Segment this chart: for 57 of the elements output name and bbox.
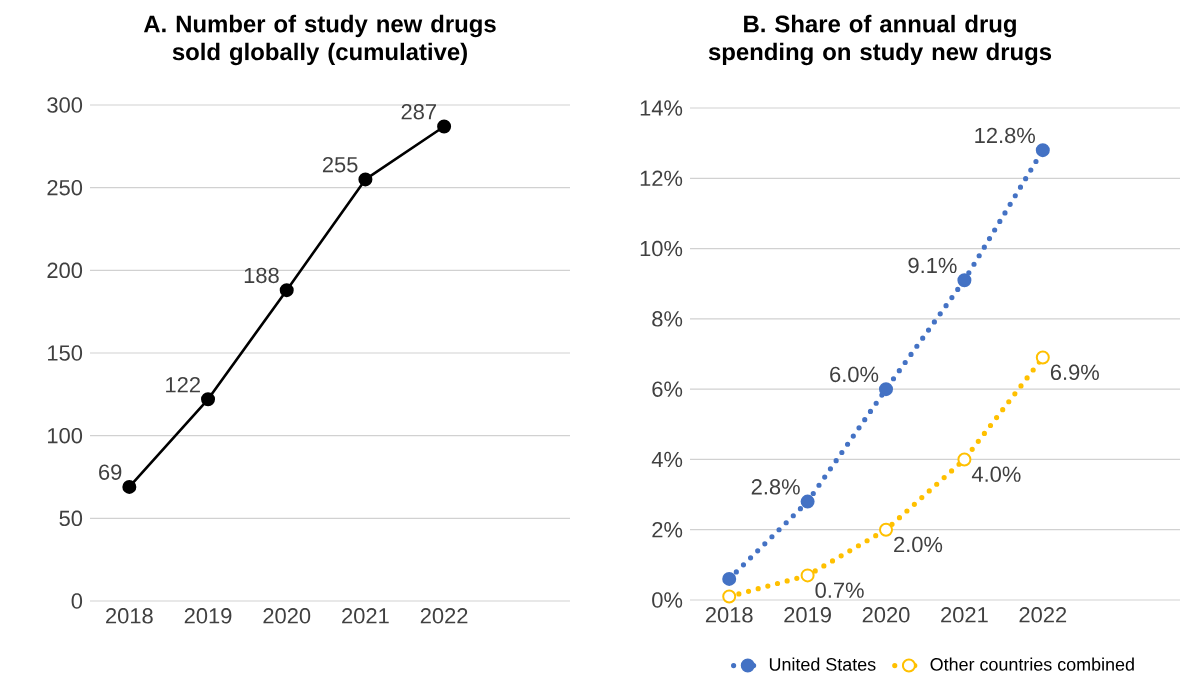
chart-title: A. Number of study new drugs sold globally (cumulative): [143, 14, 496, 66]
y-tick-label: 50: [59, 510, 83, 527]
chart-title: B. Share of annual drug spending on study new drugs: [708, 14, 1052, 66]
x-tick-label: 2021: [941, 607, 988, 623]
point: [957, 273, 972, 288]
data-label: 2.8%: [751, 479, 800, 495]
x-tick-label: 2021: [342, 608, 389, 624]
y-tick-label: 2%: [652, 522, 683, 538]
x-tick-label: 2020: [263, 608, 311, 624]
data-label: 255: [322, 156, 358, 173]
data-label: 6.9%: [1050, 364, 1099, 381]
data-label: 69: [99, 464, 122, 480]
y-tick-label: 150: [48, 345, 83, 361]
point: [722, 589, 737, 604]
point: [1035, 350, 1050, 365]
x-tick-label: 2020: [862, 607, 910, 623]
y-tick-label: 12%: [640, 170, 683, 186]
point: [800, 568, 815, 583]
y-tick-label: 4%: [651, 451, 683, 468]
x-tick-label: 2022: [1019, 607, 1067, 623]
data-label: 9.1%: [908, 257, 957, 274]
data-label: 287: [401, 104, 436, 120]
y-tick-label: 250: [47, 179, 83, 196]
point: [800, 494, 815, 509]
legend-label: United States: [769, 657, 876, 671]
point: [279, 283, 294, 298]
y-tick-label: 100: [48, 427, 83, 444]
point: [722, 571, 737, 586]
x-tick-label: 2019: [784, 607, 831, 623]
data-label: 122: [166, 377, 200, 393]
point: [957, 452, 972, 467]
point: [122, 479, 137, 494]
x-tick-label: 2018: [705, 607, 753, 623]
y-tick-label: 0%: [652, 592, 683, 608]
x-tick-label: 2022: [420, 608, 468, 624]
point: [358, 172, 373, 187]
data-label: 6.0%: [830, 366, 879, 383]
y-tick-label: 6%: [652, 381, 683, 397]
y-tick-label: 14%: [640, 100, 683, 116]
point: [437, 119, 452, 134]
data-label: 0.7%: [815, 582, 864, 598]
y-tick-label: 10%: [640, 240, 683, 257]
x-tick-label: 2018: [106, 608, 153, 624]
y-tick-label: 300: [47, 97, 83, 113]
x-tick-label: 2019: [184, 608, 232, 624]
point: [879, 522, 894, 537]
point: [879, 382, 894, 397]
y-tick-label: 8%: [652, 311, 683, 327]
y-tick-label: 0: [71, 593, 83, 609]
point: [201, 392, 216, 407]
y-tick-label: 200: [47, 262, 83, 279]
point: [1035, 143, 1050, 158]
data-label: 188: [244, 267, 279, 284]
data-label: 12.8%: [975, 127, 1035, 144]
data-label: 2.0%: [894, 536, 943, 553]
data-label: 4.0%: [971, 466, 1021, 482]
legend-label: Other countries combined: [930, 657, 1134, 671]
